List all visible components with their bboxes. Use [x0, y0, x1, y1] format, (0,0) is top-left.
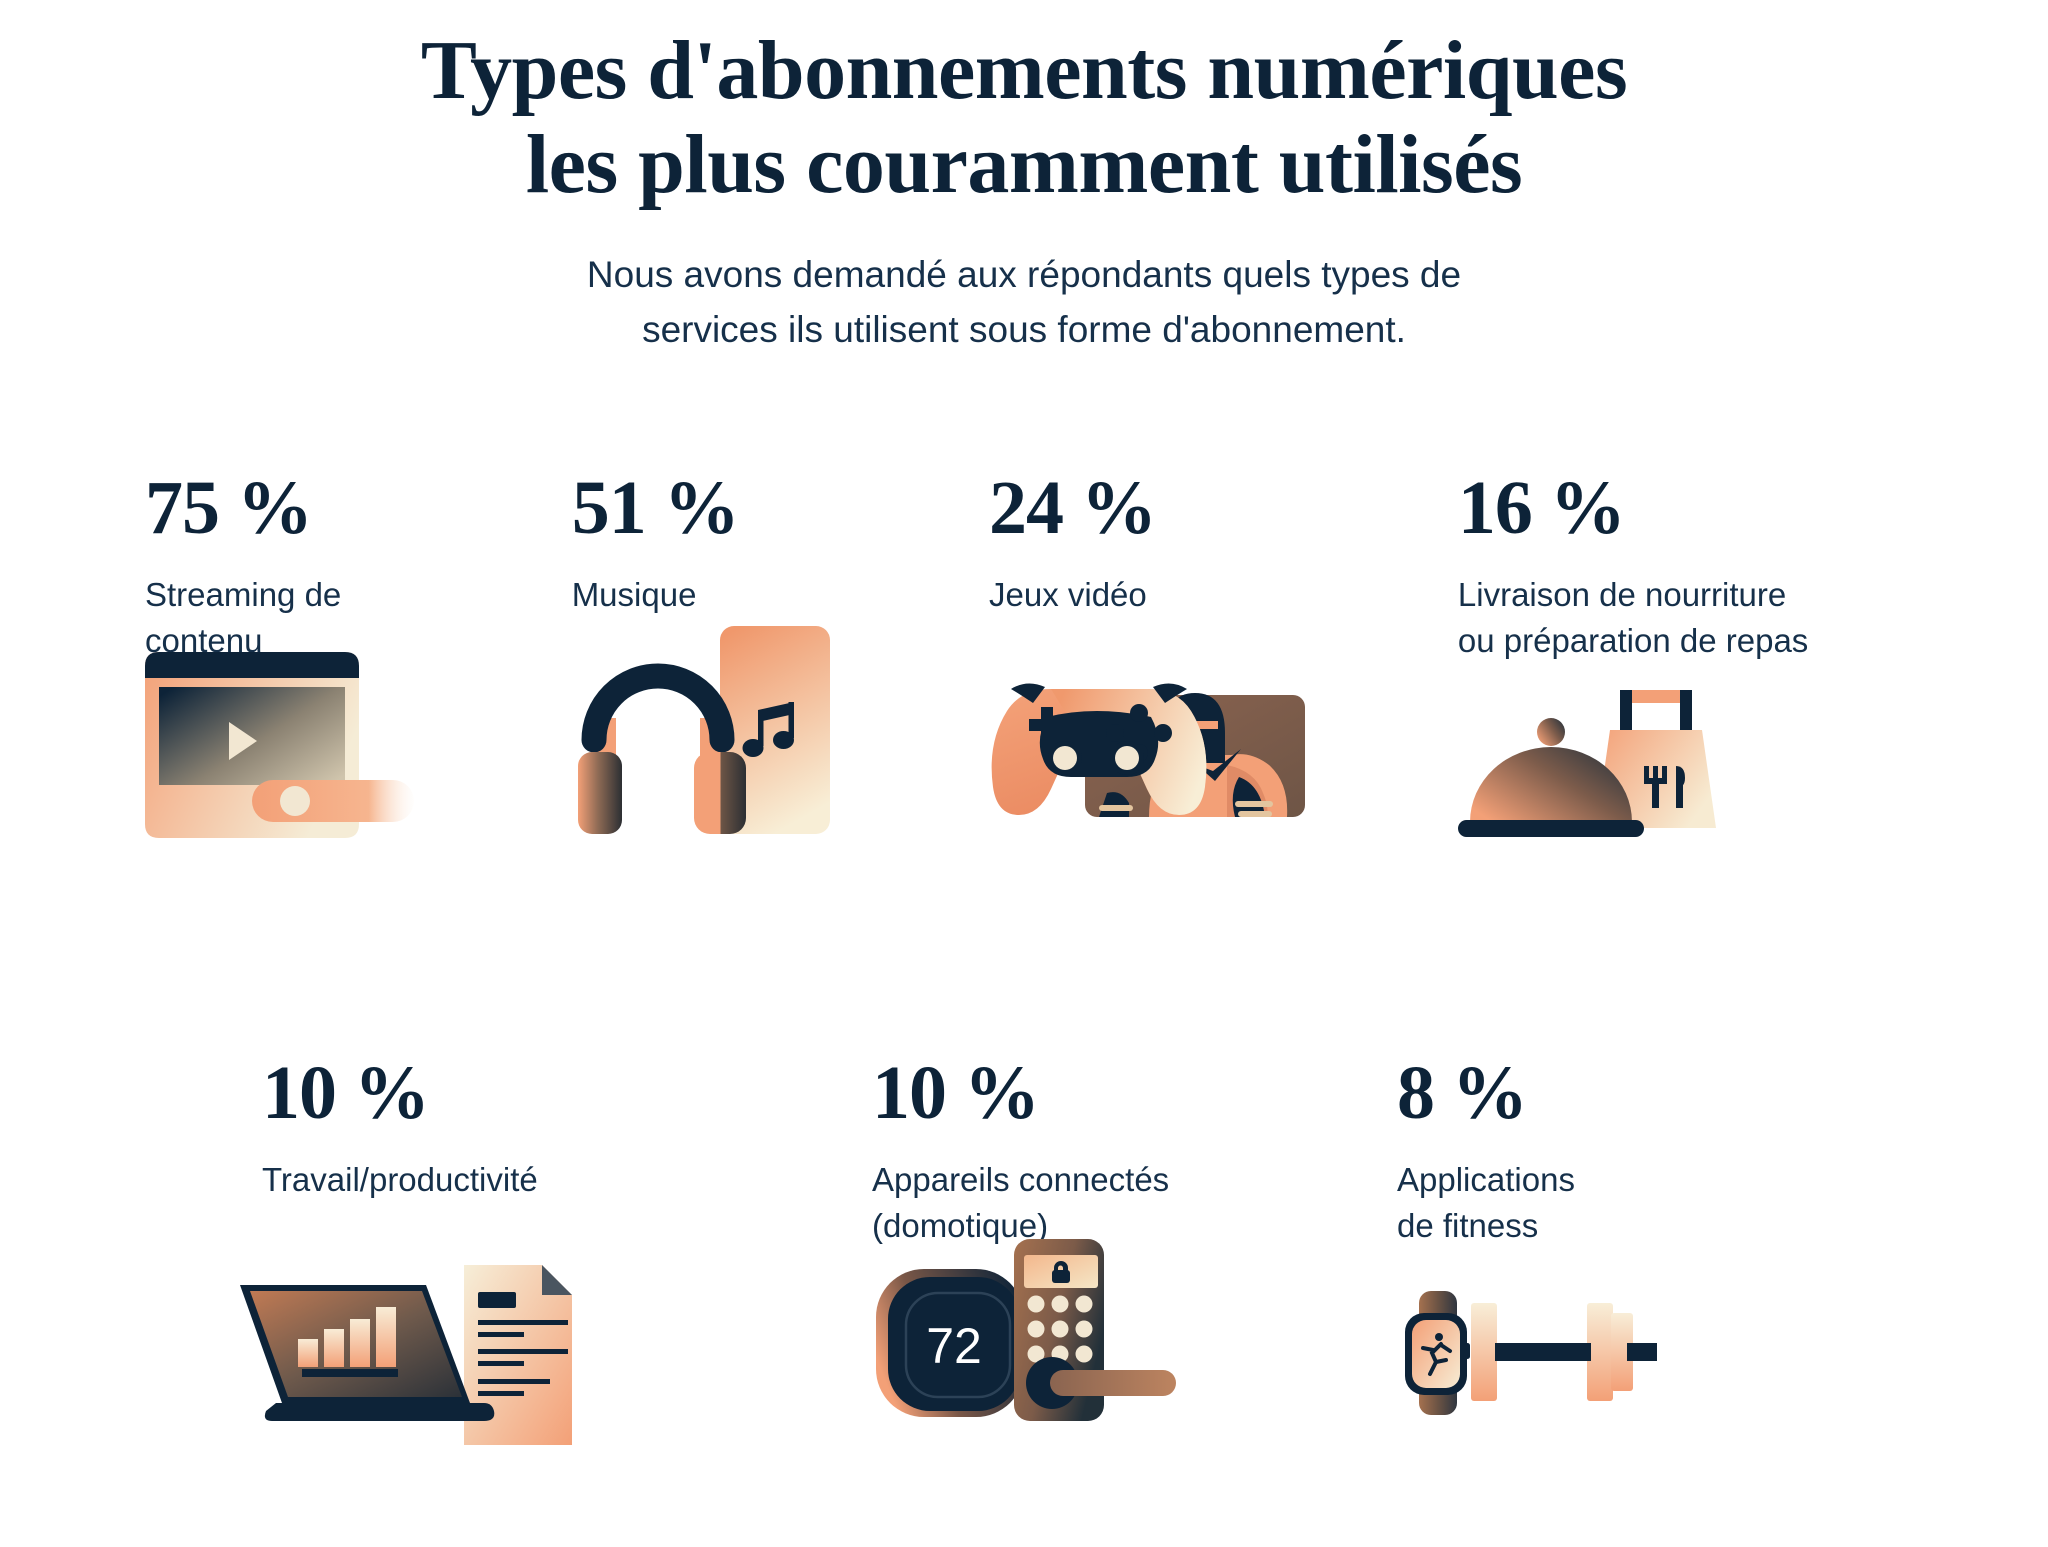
- headphones-music-icon: [572, 610, 842, 860]
- stat-value: 75 %: [145, 466, 313, 550]
- page-subtitle: Nous avons demandé aux répondants quels …: [464, 248, 1584, 358]
- title-line-1: Types d'abonnements numériques: [420, 24, 1628, 117]
- stat-item-productivity: 10 % Travail/productivité: [240, 1051, 872, 1445]
- cutlery-icon: [1643, 766, 1685, 808]
- subtitle-line-2: services ils utilisent sous forme d'abon…: [642, 308, 1406, 350]
- stat-value: 10 %: [262, 1051, 430, 1135]
- food-delivery-icon: [1457, 680, 1758, 840]
- stat-label: Jeux vidéo: [989, 576, 1147, 613]
- stat-item-smart-home: 10 % Appareils connectés (domotique): [872, 1051, 1397, 1421]
- keypad: [1027, 1295, 1093, 1363]
- lock-icon: [1052, 1261, 1070, 1283]
- title-line-2: les plus couramment utilisés: [525, 118, 1523, 212]
- smart-home-icon: 72: [872, 1227, 1182, 1442]
- stat-item-food-delivery: 16 % Livraison de nourriture ou préparat…: [1457, 466, 1908, 837]
- controller-body: [991, 683, 1207, 815]
- stat-label: Travail/productivité: [262, 1161, 538, 1198]
- stat-label: Streaming de contenu: [145, 576, 342, 659]
- music-note-icon: [742, 702, 794, 757]
- stat-value: 24 %: [989, 466, 1157, 550]
- stat-value: 51 %: [571, 466, 740, 550]
- stat-label: Livraison de nourriture ou préparation d…: [1457, 576, 1809, 659]
- stat-value: 16 %: [1457, 466, 1626, 550]
- stats-row-2: 10 % Travail/productivité: [0, 1051, 2048, 1445]
- page-title: Types d'abonnements numériques les plus …: [214, 24, 1834, 212]
- stat-item-streaming: 75 % Streaming de contenu: [145, 466, 572, 838]
- running-figure-icon: [1421, 1333, 1452, 1376]
- stat-label: Musique: [571, 576, 697, 613]
- video-player-icon: [145, 652, 445, 852]
- fitness-icon: [1397, 1287, 1697, 1427]
- stats-row-1: 75 % Streaming de contenu: [0, 466, 2048, 838]
- thermostat-reading: 72: [926, 1318, 982, 1374]
- stat-item-music: 51 % Musique: [571, 466, 989, 834]
- stat-item-fitness: 8 % Applications de fitness: [1397, 1051, 1797, 1415]
- subtitle-line-1: Nous avons demandé aux répondants quels …: [586, 254, 1462, 296]
- stat-value: 10 %: [872, 1051, 1040, 1135]
- stat-value: 8 %: [1397, 1051, 1528, 1135]
- stat-label: Applications de fitness: [1397, 1161, 1575, 1244]
- header: Types d'abonnements numériques les plus …: [0, 0, 2048, 358]
- stat-item-gaming: 24 % Jeux vidéo: [989, 466, 1458, 817]
- game-controller-icon: [989, 645, 1319, 825]
- laptop-document-icon: [224, 1245, 584, 1445]
- stat-label: Appareils connectés (domotique): [872, 1161, 1170, 1244]
